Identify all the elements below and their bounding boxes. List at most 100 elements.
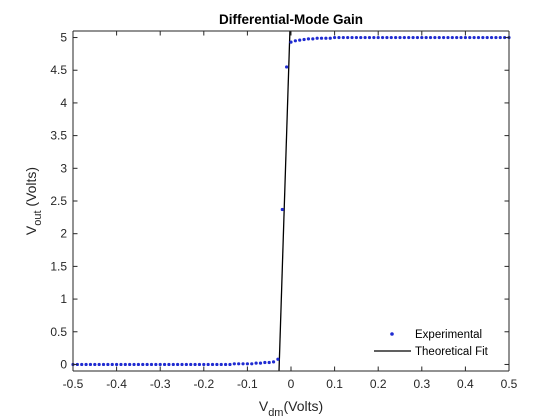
experimental-point — [267, 360, 271, 365]
experimental-point — [206, 362, 210, 367]
experimental-point — [415, 35, 420, 40]
experimental-point — [359, 35, 363, 40]
y-axis-label-main: V — [23, 225, 39, 235]
experimental-point — [350, 35, 354, 40]
experimental-point — [376, 35, 380, 40]
y-tick-label: 4 — [60, 96, 67, 110]
experimental-point — [149, 362, 154, 367]
experimental-point — [84, 362, 88, 367]
experimental-point — [215, 362, 219, 367]
y-tick-label: 5 — [60, 31, 67, 45]
experimental-point — [167, 362, 171, 367]
experimental-point — [319, 36, 324, 40]
experimental-point — [341, 35, 345, 40]
experimental-point — [271, 360, 276, 364]
experimental-point — [263, 360, 267, 365]
experimental-point — [394, 35, 398, 40]
experimental-point — [110, 362, 114, 367]
experimental-point — [132, 362, 136, 367]
experimental-point — [398, 35, 402, 40]
x-axis-label-rest: (Volts) — [283, 398, 323, 414]
experimental-point — [311, 37, 315, 41]
experimental-point — [228, 362, 232, 367]
experimental-point — [241, 362, 245, 366]
experimental-point — [407, 35, 411, 40]
x-axis-label-sub: dm — [268, 407, 283, 419]
experimental-point — [324, 36, 328, 40]
experimental-point — [258, 361, 263, 365]
data-layer — [71, 31, 511, 371]
y-tick-label: 2 — [60, 227, 67, 241]
chart-title: Differential-Mode Gain — [219, 12, 363, 27]
experimental-point — [337, 35, 341, 40]
experimental-point — [171, 362, 175, 367]
axes-layer: -0.5 -0.4 -0.3 -0.2 -0.1 0 0.1 0.2 0.3 0.4 0.5 0 0.5… — [50, 30, 518, 391]
y-tick-label: 1.5 — [50, 259, 67, 273]
legend-label-experimental: Experimental — [415, 329, 482, 341]
legend-marker-experimental — [390, 332, 394, 336]
experimental-point — [202, 362, 206, 367]
theoretical-fit-line — [278, 31, 291, 371]
legend-label-theoretical-fit: Theoretical Fit — [415, 346, 489, 358]
experimental-point — [402, 35, 406, 40]
experimental-point — [476, 35, 481, 40]
experimental-point — [463, 35, 467, 40]
experimental-point — [232, 362, 236, 366]
experimental-point — [450, 35, 454, 40]
experimental-point — [245, 362, 249, 366]
experimental-point — [197, 362, 202, 367]
experimental-point — [128, 362, 132, 367]
experimental-point — [97, 362, 101, 367]
experimental-point — [136, 362, 140, 367]
experimental-point — [328, 36, 332, 40]
experimental-point — [333, 35, 337, 40]
experimental-point — [442, 35, 446, 40]
experimental-point — [468, 35, 472, 40]
experimental-point — [494, 35, 498, 40]
y-axis-label-rest: (Volts) — [23, 167, 39, 211]
experimental-point — [80, 362, 84, 367]
x-tick-label: 0.3 — [413, 377, 430, 391]
experimental-point — [280, 207, 284, 212]
experimental-point — [459, 35, 463, 40]
experimental-point — [276, 357, 280, 361]
experimental-point — [315, 36, 319, 40]
experimental-point — [193, 362, 197, 367]
experimental-point — [106, 362, 110, 367]
experimental-point — [485, 35, 489, 40]
experimental-point — [176, 362, 180, 367]
experimental-point — [489, 35, 494, 40]
experimental-point — [180, 362, 184, 367]
experimental-point — [446, 35, 450, 40]
y-tick-label: 1 — [60, 292, 67, 306]
experimental-point — [123, 362, 127, 367]
experimental-point — [306, 37, 311, 41]
x-tick-label: 0.1 — [326, 377, 343, 391]
x-tick-label: -0.5 — [63, 377, 84, 391]
x-axis-label-main: V — [259, 398, 269, 414]
experimental-point — [285, 65, 289, 69]
experimental-point — [254, 361, 258, 365]
experimental-point — [420, 35, 424, 40]
experimental-point — [428, 35, 433, 40]
experimental-point — [93, 362, 97, 367]
x-axis-label: Vdm(Volts) — [259, 398, 323, 419]
experimental-point — [385, 35, 389, 40]
experimental-point — [302, 37, 306, 42]
y-axis-label: Vout (Volts) — [23, 167, 44, 235]
experimental-point — [367, 35, 372, 40]
x-tick-label: 0 — [288, 377, 295, 391]
x-tick-label: -0.1 — [237, 377, 258, 391]
experimental-point — [424, 35, 428, 40]
experimental-point — [88, 362, 93, 367]
experimental-point — [363, 35, 367, 40]
plot-area — [73, 31, 509, 371]
experimental-point — [141, 362, 145, 367]
x-tick-label: -0.4 — [106, 377, 127, 391]
experimental-point — [184, 362, 188, 367]
experimental-point — [224, 362, 228, 367]
experimental-point — [437, 35, 441, 40]
y-tick-label: 2.5 — [50, 194, 67, 208]
experimental-point — [498, 35, 502, 40]
